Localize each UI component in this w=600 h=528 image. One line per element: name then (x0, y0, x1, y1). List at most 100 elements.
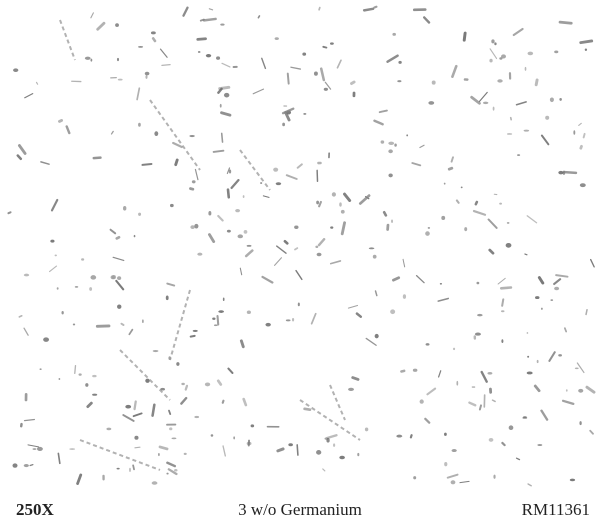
speck (43, 337, 49, 342)
speck (501, 288, 511, 289)
speck (332, 192, 336, 196)
speck (118, 79, 123, 81)
speck (527, 356, 529, 358)
speck (167, 284, 174, 286)
speck (316, 201, 319, 205)
speck (223, 297, 225, 301)
speck (384, 212, 386, 215)
speck (393, 278, 398, 280)
speck (525, 67, 527, 71)
speck (444, 183, 446, 185)
speck (117, 237, 119, 238)
speck (411, 435, 412, 437)
speck (507, 222, 510, 224)
speck (452, 449, 457, 452)
speck (528, 52, 534, 56)
speck (427, 389, 435, 395)
magnification: 250X (16, 500, 54, 520)
speck (222, 113, 230, 115)
speck (298, 302, 300, 306)
speck (314, 71, 318, 75)
speck (166, 473, 168, 475)
speck (117, 58, 119, 61)
speck (457, 200, 459, 202)
speck (184, 8, 188, 16)
speck (176, 160, 178, 165)
speck (19, 146, 25, 154)
description: 3 w/o Germanium (200, 500, 400, 520)
speck (19, 316, 21, 317)
speck (224, 93, 229, 98)
speck (475, 332, 481, 335)
speck (456, 381, 458, 386)
speck (570, 479, 575, 482)
speck (123, 206, 126, 211)
page: 250X 3 w/o Germanium RM11361 (0, 0, 600, 528)
speck (469, 403, 475, 406)
speck (464, 33, 465, 40)
speck (591, 260, 594, 267)
speck (278, 449, 283, 451)
speck (85, 57, 91, 60)
speck (116, 281, 123, 289)
speck (57, 287, 59, 289)
speck (222, 63, 230, 67)
speck (25, 419, 35, 420)
speck (113, 257, 124, 260)
speck (501, 339, 503, 343)
speck (50, 240, 54, 243)
speck (145, 75, 147, 79)
speck (527, 332, 529, 334)
speck (565, 172, 576, 173)
speck (292, 318, 294, 321)
speck (491, 39, 494, 43)
speck (452, 66, 456, 76)
speck (586, 310, 587, 315)
speck (166, 296, 169, 301)
speck (123, 415, 133, 421)
speck (493, 400, 496, 401)
speck (75, 366, 76, 374)
speck (205, 382, 210, 386)
speck (211, 434, 214, 436)
speck (584, 134, 585, 138)
speck (581, 41, 592, 43)
speck (489, 219, 497, 227)
speck (493, 107, 495, 111)
speck (253, 89, 263, 94)
speck (258, 16, 259, 18)
speck (117, 468, 120, 470)
speck (263, 196, 269, 197)
speck (403, 259, 405, 267)
speck (554, 287, 559, 291)
speck (573, 130, 575, 135)
speck (474, 211, 485, 215)
speck (152, 481, 158, 484)
speck (223, 446, 225, 456)
speck (517, 458, 520, 459)
speck (41, 162, 49, 164)
speck (312, 314, 316, 324)
speck (240, 268, 241, 275)
speck (59, 120, 61, 121)
speck (181, 398, 186, 403)
speck (398, 61, 401, 64)
speck (388, 173, 392, 177)
speck (535, 296, 539, 299)
speck (388, 142, 394, 145)
speck (181, 383, 185, 385)
speck (24, 328, 28, 335)
speck (517, 102, 527, 105)
speck (577, 363, 584, 372)
speck (590, 431, 593, 434)
speck (218, 381, 221, 385)
speck (154, 131, 158, 136)
speck (353, 378, 358, 380)
speck (432, 81, 436, 85)
speck (98, 23, 104, 29)
speck (67, 126, 70, 133)
speck (502, 299, 503, 305)
speck (229, 169, 231, 173)
speck (509, 425, 514, 430)
speck (247, 245, 252, 247)
